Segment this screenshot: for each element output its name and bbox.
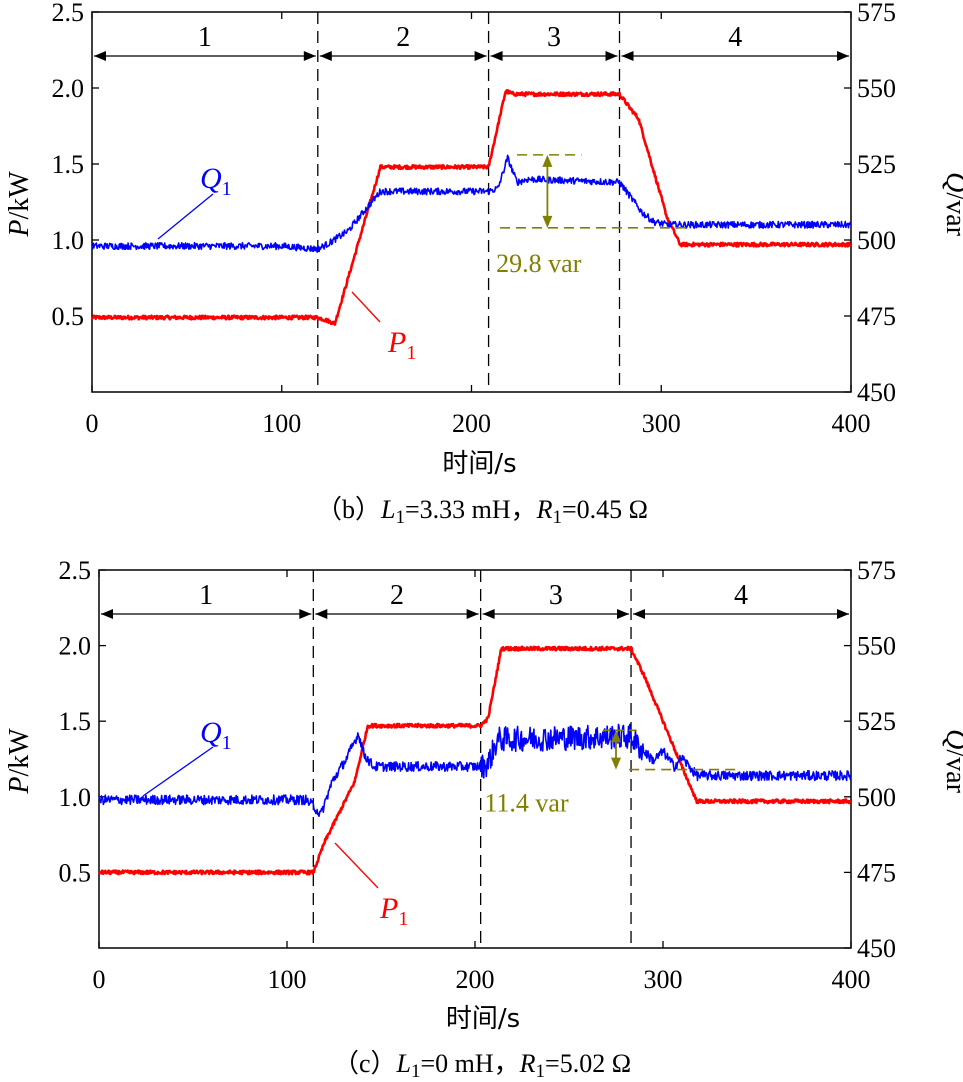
x-tick-label: 100: [262, 409, 301, 438]
x-axis-label: 时间/s: [442, 449, 516, 479]
y-left-tick-label: 2.0: [52, 74, 85, 103]
y-left-tick-label: 2.5: [52, 0, 85, 27]
y-right-tick-label: 500: [857, 226, 896, 255]
chart-panel-1: 0 100 200 300 400 0.5 1.0 1.5 2.0 2.5 450 475 500 525…: [4, 0, 963, 528]
segment-label: 4: [728, 22, 742, 53]
segment-label: 1: [198, 22, 212, 53]
annotation-arrow-head: [542, 215, 553, 228]
series-Q1-leader: [142, 746, 214, 797]
y-right-tick-label: 575: [857, 0, 896, 27]
y-left-tick-label: 0.5: [59, 858, 92, 887]
annotation-arrow-head: [611, 730, 621, 743]
x-tick-label: 0: [86, 409, 99, 438]
x-tick-label: 400: [832, 965, 871, 994]
x-tick-label: 0: [93, 965, 106, 994]
y-right-axis-label: Q/var: [940, 172, 963, 236]
segment-arrow-head: [474, 51, 487, 61]
x-tick-label: 400: [832, 409, 871, 438]
y-right-tick-label: 450: [857, 378, 896, 407]
y-left-tick-label: 1.0: [59, 783, 92, 812]
series-P1-label: P1: [387, 326, 416, 364]
segment-arrow-head: [837, 51, 849, 61]
series-Q1-label: Q1: [200, 716, 232, 754]
x-tick-label: 200: [452, 409, 491, 438]
y-right-tick-label: 475: [857, 302, 896, 331]
series-P1-leader: [334, 842, 379, 889]
y-right-tick-label: 525: [857, 150, 896, 179]
segment-arrow-head: [299, 609, 312, 619]
series-Q1-line: [91, 154, 852, 253]
y-right-tick-label: 500: [857, 783, 896, 812]
segment-arrow-head: [94, 51, 106, 61]
y-left-tick-label: 2.5: [59, 556, 92, 585]
segment-arrow-head: [315, 609, 328, 619]
segment-arrow-head: [490, 51, 503, 61]
annotation-label: 29.8 var: [496, 249, 582, 278]
series-P1-leader: [351, 291, 381, 323]
y-left-axis-label: P/kW: [4, 728, 35, 795]
y-right-tick-label: 450: [857, 934, 896, 963]
plot-frame: [91, 11, 852, 393]
y-left-tick-label: 1.5: [52, 150, 85, 179]
y-right-axis-label: Q/var: [940, 729, 963, 793]
annotation-arrow-head: [542, 154, 553, 167]
segment-label: 3: [547, 22, 561, 53]
segment-arrow-head: [617, 609, 630, 619]
x-tick-label: 200: [456, 965, 495, 994]
series-P1-line: [97, 645, 852, 876]
y-right-tick-label: 575: [857, 556, 896, 585]
y-right-tick-label: 525: [857, 707, 896, 736]
y-right-tick-label: 550: [857, 74, 896, 103]
x-tick-label: 300: [642, 409, 681, 438]
x-tick-label: 100: [268, 965, 307, 994]
segment-arrow-head: [633, 609, 646, 619]
y-left-tick-label: 2.0: [59, 632, 92, 661]
segment-label: 2: [390, 580, 404, 611]
segment-arrow-head: [466, 609, 479, 619]
plot-frame: [98, 569, 852, 949]
segment-arrow-head: [621, 51, 634, 61]
segment-label: 2: [396, 22, 410, 53]
figure-caption: （c）L1=0 mH，R1=5.02 Ω: [333, 1049, 631, 1082]
segment-arrow-head: [303, 51, 316, 61]
segment-arrow-head: [482, 609, 495, 619]
series-Q1-line: [98, 723, 852, 818]
segment-label: 4: [734, 580, 748, 611]
y-left-tick-label: 1.0: [52, 226, 85, 255]
segment-arrow-head: [101, 609, 113, 619]
y-left-tick-label: 1.5: [59, 707, 92, 736]
segment-label: 1: [199, 580, 213, 611]
series-P1-line: [90, 89, 852, 326]
chart-panel-2: 0 100 200 300 400 0.5 1.0 1.5 2.0 2.5 450 475 500 525…: [4, 556, 963, 1082]
series-Q1-label: Q1: [200, 162, 232, 200]
segment-label: 3: [549, 580, 563, 611]
y-left-axis-label: P/kW: [4, 171, 35, 238]
series-Q1-leader: [157, 193, 214, 240]
annotation-arrow-head: [611, 757, 621, 770]
figure-caption: （b）L1=3.33 mH，R1=0.45 Ω: [316, 495, 648, 528]
x-tick-label: 300: [644, 965, 683, 994]
series-P1-label: P1: [379, 892, 408, 930]
segment-arrow-head: [837, 609, 849, 619]
y-right-tick-label: 550: [857, 632, 896, 661]
y-left-tick-label: 0.5: [52, 302, 85, 331]
segment-arrow-head: [319, 51, 332, 61]
x-axis-label: 时间/s: [446, 1004, 520, 1034]
annotation-label: 11.4 var: [484, 789, 569, 818]
y-right-tick-label: 475: [857, 858, 896, 887]
segment-arrow-head: [605, 51, 618, 61]
